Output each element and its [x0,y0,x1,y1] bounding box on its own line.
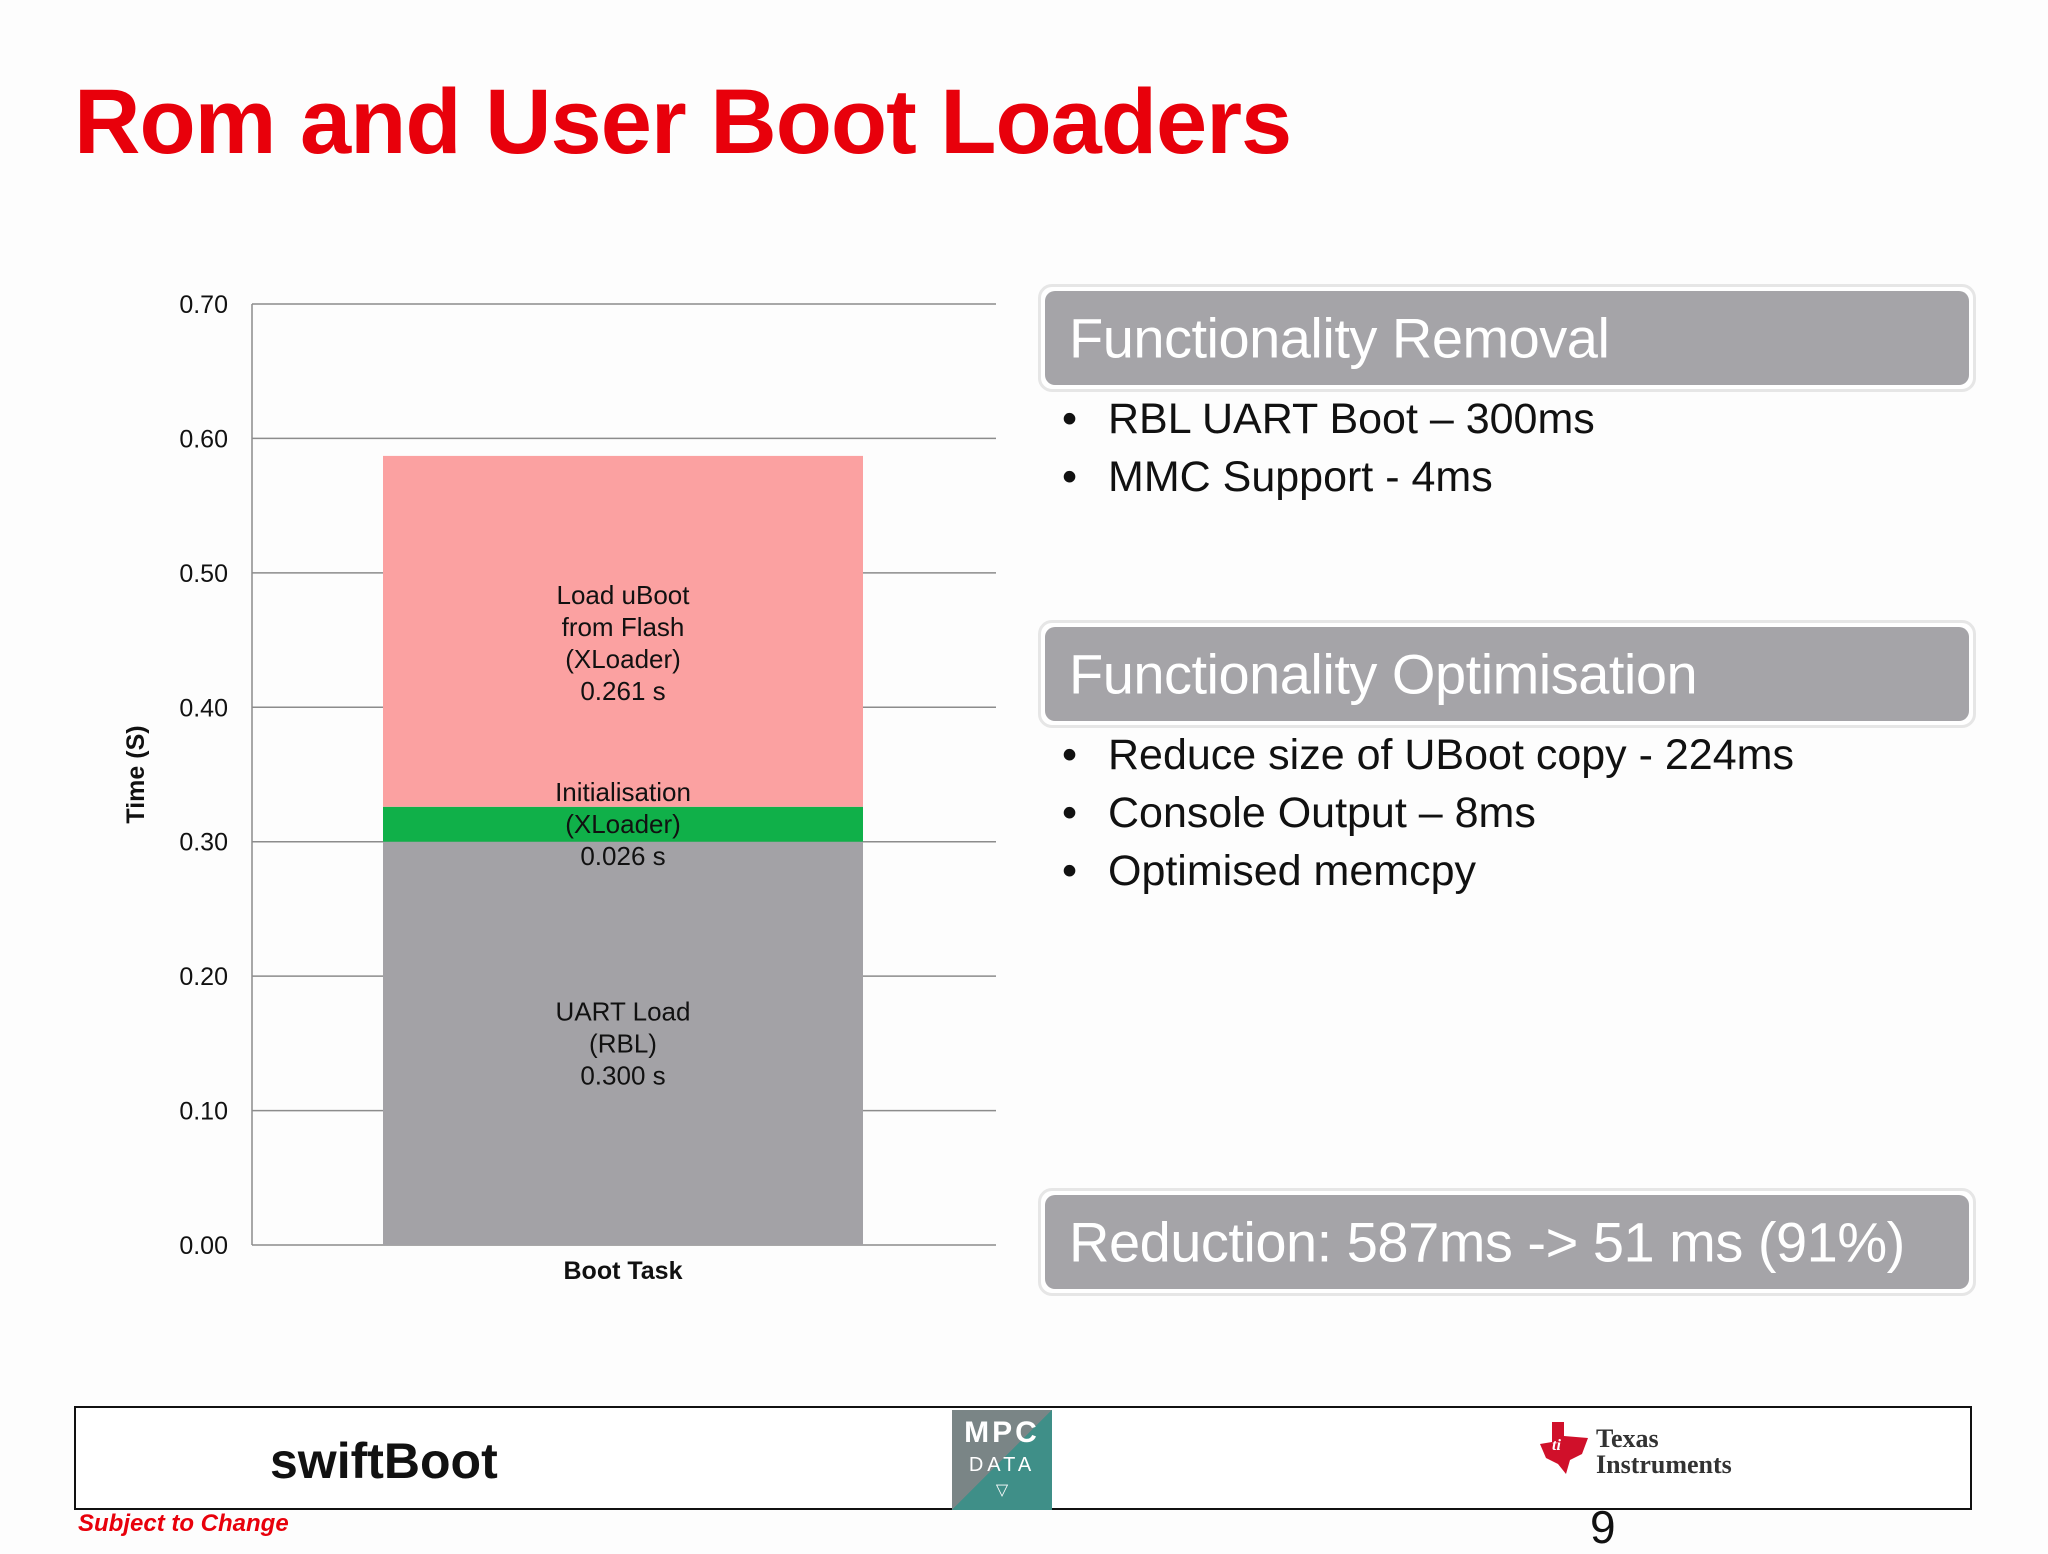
page-number: 9 [1590,1501,1616,1553]
functionality-removal-panel: Functionality Removal [1038,284,1976,392]
functionality-removal-list: • RBL UART Boot – 300ms • MMC Support - 4m… [1062,390,1595,506]
reduction-text: Reduction: 587ms -> 51 ms (91%) [1069,1210,1905,1274]
texas-instruments-logo: ti Texas Instruments [1538,1420,1732,1481]
swiftboot-logo: swiftBoot [270,1433,498,1489]
mpc-data-logo: MPC DATA ▽ [952,1410,1052,1510]
y-tick-label: 0.00 [179,1232,228,1260]
list-item: • Reduce size of UBoot copy - 224ms [1062,731,1794,779]
data-label: (XLoader) [565,644,681,674]
functionality-optimisation-heading: Functionality Optimisation [1069,642,1698,706]
reduction-panel: Reduction: 587ms -> 51 ms (91%) [1038,1188,1976,1296]
boot-time-chart: 0.00 0.10 0.20 0.30 0.40 0.50 0.60 0.70 UART Loa… [122,291,996,1285]
svg-text:ti: ti [1552,1437,1561,1454]
data-label: Initialisation [555,777,691,807]
data-label: 0.300 s [580,1060,665,1090]
data-label: 0.261 s [580,676,665,706]
data-label: (RBL) [589,1028,657,1058]
bar-segment [383,806,863,842]
functionality-optimisation-panel: Functionality Optimisation [1038,620,1976,728]
subject-to-change-note: Subject to Change [78,1510,289,1537]
data-label: (XLoader) [565,809,681,839]
functionality-optimisation-list: • Reduce size of UBoot copy - 224ms • Cons… [1062,726,1794,900]
y-tick-label: 0.60 [179,425,228,453]
y-tick-label: 0.70 [179,291,228,319]
y-tick-label: 0.20 [179,963,228,991]
functionality-removal-heading: Functionality Removal [1069,306,1610,370]
bar-segment [383,841,863,1245]
list-item: • MMC Support - 4ms [1062,453,1493,501]
y-tick-label: 0.40 [179,694,228,722]
data-label: UART Load [556,996,691,1026]
texas-state-icon: ti [1540,1422,1588,1474]
x-axis-label: Boot Task [564,1257,683,1285]
y-tick-label: 0.30 [179,829,228,857]
bar-segment [383,455,863,807]
y-tick-label: 0.10 [179,1098,228,1126]
list-item: • Optimised memcpy [1062,847,1476,895]
data-label: Load uBoot [556,580,690,610]
y-axis-label: Time (S) [122,725,150,823]
slide-title: Rom and User Boot Loaders [74,71,1292,173]
list-item: • Console Output – 8ms [1062,789,1536,837]
y-tick-label: 0.50 [179,560,228,588]
data-label: 0.026 s [580,841,665,871]
data-label: from Flash [562,612,685,642]
list-item: • RBL UART Boot – 300ms [1062,395,1595,443]
